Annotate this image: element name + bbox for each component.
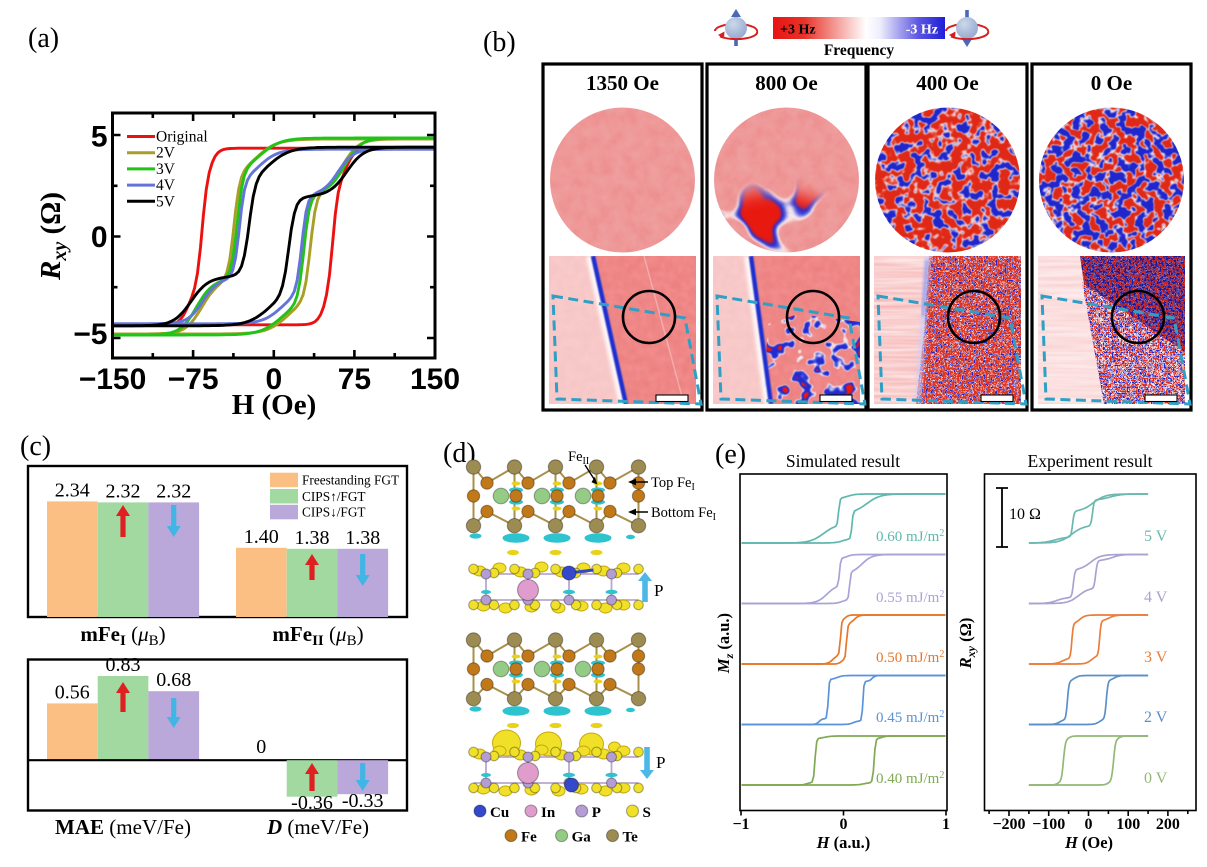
svg-text:CIPS↓/FGT: CIPS↓/FGT: [302, 505, 366, 520]
svg-text:5V: 5V: [156, 193, 176, 210]
svg-text:−75: −75: [168, 363, 219, 396]
svg-text:0.40 mJ/m2: 0.40 mJ/m2: [876, 770, 944, 787]
svg-text:2.32: 2.32: [106, 480, 141, 502]
svg-text:MAE (meV/Fe): MAE (meV/Fe): [55, 815, 191, 839]
svg-text:3 V: 3 V: [1144, 649, 1168, 666]
svg-text:800 Oe: 800 Oe: [755, 71, 817, 95]
svg-text:75: 75: [338, 363, 371, 396]
svg-text:-0.33: -0.33: [342, 790, 384, 812]
svg-text:Bottom FeI: Bottom FeI: [651, 505, 716, 523]
svg-text:3V: 3V: [156, 161, 176, 178]
svg-text:4V: 4V: [156, 177, 176, 194]
svg-text:Simulated result: Simulated result: [786, 451, 900, 471]
svg-text:5: 5: [91, 121, 108, 154]
svg-text:0: 0: [1085, 816, 1093, 833]
svg-text:(e): (e): [715, 439, 746, 470]
svg-text:0: 0: [256, 736, 266, 758]
svg-text:FeII: FeII: [568, 449, 589, 467]
svg-text:0 Oe: 0 Oe: [1091, 71, 1132, 95]
svg-text:2.32: 2.32: [156, 480, 191, 502]
svg-text:400 Oe: 400 Oe: [916, 71, 978, 95]
svg-text:1: 1: [942, 816, 950, 833]
svg-text:In: In: [541, 805, 556, 821]
svg-text:Top FeI: Top FeI: [651, 475, 695, 493]
svg-text:Experiment result: Experiment result: [1028, 451, 1153, 471]
svg-text:S: S: [643, 805, 651, 821]
svg-text:0: 0: [840, 816, 848, 833]
svg-text:1.40: 1.40: [244, 526, 279, 548]
svg-text:−1: −1: [732, 816, 749, 833]
svg-text:Freestanding FGT: Freestanding FGT: [302, 473, 399, 488]
svg-text:H (a.u.): H (a.u.): [816, 833, 871, 852]
svg-text:0.83: 0.83: [106, 654, 141, 676]
svg-text:H (Oe): H (Oe): [232, 389, 317, 421]
svg-text:D (meV/Fe): D (meV/Fe): [266, 815, 369, 839]
svg-text:Original: Original: [156, 129, 208, 146]
svg-text:Te: Te: [623, 830, 639, 846]
svg-text:1.38: 1.38: [345, 527, 380, 549]
svg-text:0.68: 0.68: [156, 669, 191, 691]
svg-text:mFeII (μB): mFeII (μB): [272, 622, 363, 649]
svg-text:0.55 mJ/m2: 0.55 mJ/m2: [876, 589, 944, 606]
svg-text:10 Ω: 10 Ω: [1009, 506, 1041, 523]
svg-text:Frequency: Frequency: [824, 42, 895, 59]
svg-text:−5: −5: [73, 318, 107, 351]
svg-text:P: P: [592, 805, 601, 821]
svg-text:Rxy (Ω): Rxy (Ω): [35, 192, 71, 281]
svg-text:0.60 mJ/m2: 0.60 mJ/m2: [876, 528, 944, 545]
svg-text:0.50 mJ/m2: 0.50 mJ/m2: [876, 649, 944, 666]
svg-text:2.34: 2.34: [55, 479, 90, 501]
svg-text:CIPS↑/FGT: CIPS↑/FGT: [302, 489, 366, 504]
svg-text:5 V: 5 V: [1144, 528, 1168, 545]
svg-text:-3 Hz: -3 Hz: [906, 23, 938, 38]
svg-text:0 V: 0 V: [1144, 770, 1168, 787]
svg-text:−200: −200: [992, 816, 1025, 833]
svg-text:150: 150: [410, 363, 460, 396]
svg-text:(c): (c): [20, 431, 51, 462]
svg-text:P: P: [654, 581, 663, 600]
svg-text:Rxy (Ω): Rxy (Ω): [956, 618, 978, 670]
svg-text:2 V: 2 V: [1144, 709, 1168, 726]
svg-text:Ga: Ga: [572, 830, 592, 846]
svg-text:-0.36: -0.36: [291, 792, 333, 814]
svg-text:0.45 mJ/m2: 0.45 mJ/m2: [876, 709, 944, 726]
svg-text:mFeI (μB): mFeI (μB): [80, 622, 165, 649]
svg-text:(a): (a): [28, 23, 59, 54]
svg-text:4 V: 4 V: [1144, 589, 1168, 606]
svg-text:H (Oe): H (Oe): [1064, 833, 1113, 852]
svg-text:1.38: 1.38: [295, 527, 330, 549]
svg-text:(b): (b): [483, 27, 516, 58]
svg-text:Mz (a.u.): Mz (a.u.): [714, 613, 736, 674]
svg-text:100: 100: [1116, 816, 1140, 833]
svg-text:−150: −150: [79, 363, 147, 396]
svg-text:−100: −100: [1032, 816, 1065, 833]
svg-text:Fe: Fe: [521, 830, 537, 846]
svg-text:2V: 2V: [156, 145, 176, 162]
svg-text:0.56: 0.56: [55, 681, 90, 703]
svg-text:Cu: Cu: [490, 805, 509, 821]
svg-text:200: 200: [1156, 816, 1180, 833]
svg-text:P: P: [656, 753, 665, 772]
svg-text:+3 Hz: +3 Hz: [780, 23, 816, 38]
svg-text:1350 Oe: 1350 Oe: [586, 71, 659, 95]
svg-text:0: 0: [91, 221, 108, 254]
svg-text:0: 0: [265, 363, 282, 396]
